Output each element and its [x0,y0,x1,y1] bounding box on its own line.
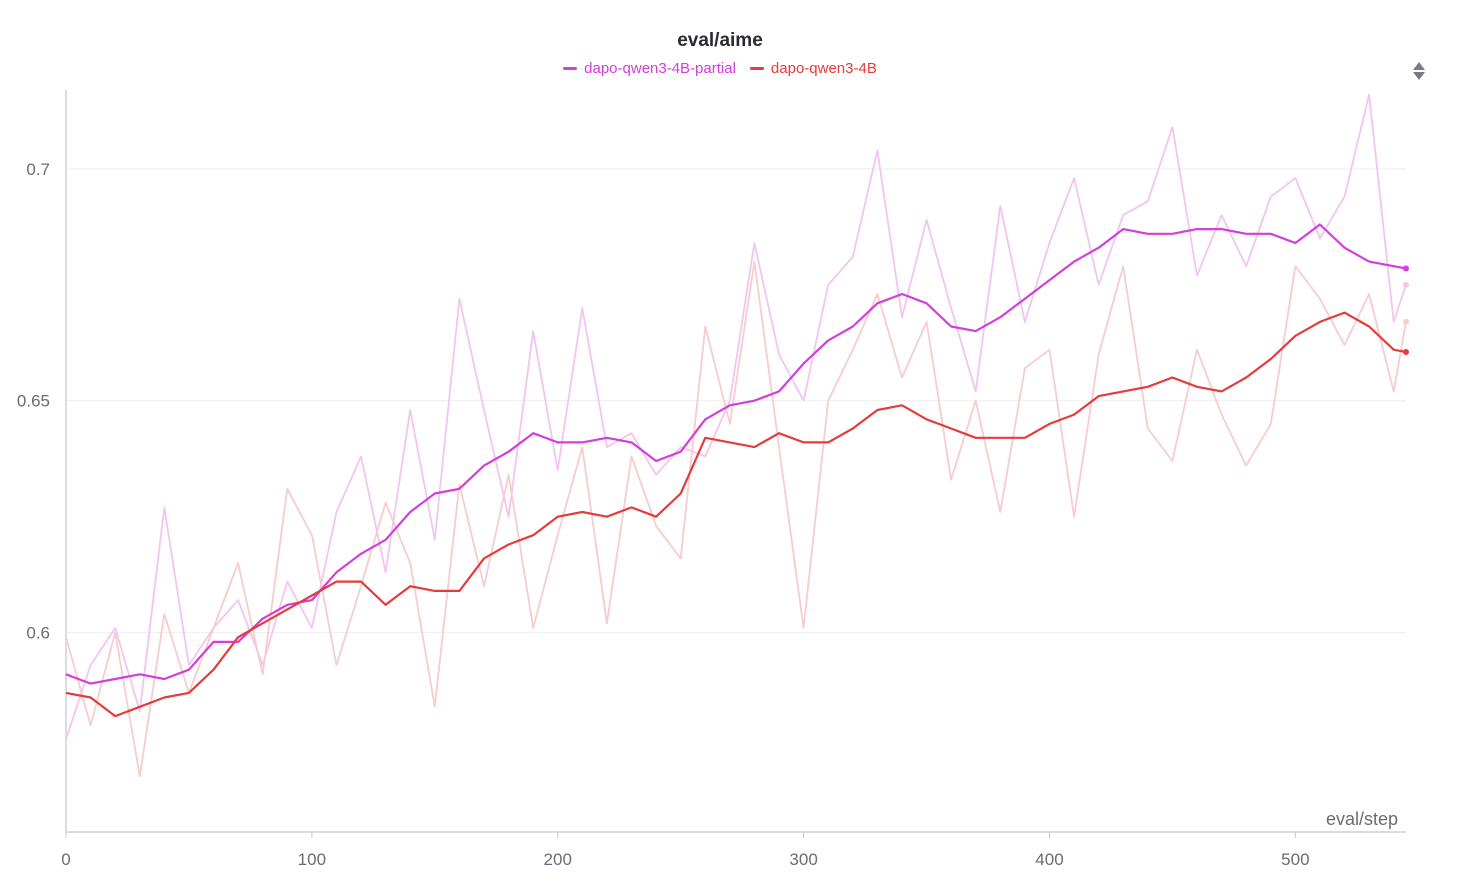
y-tick-label: 0.6 [26,624,50,643]
chart-legend: dapo-qwen3-4B-partial dapo-qwen3-4B [0,60,1440,77]
legend-swatch-partial [563,67,578,70]
end-point-smoothed-partial [1403,265,1409,272]
smoothed-line-partial[interactable] [65,223,1407,685]
x-axis-label: eval/step [1326,809,1398,829]
x-tick-label: 0 [61,850,70,869]
legend-item-baseline[interactable]: dapo-qwen3-4B [749,60,877,77]
y-tick-label: 0.7 [26,160,50,179]
end-point-smoothed-baseline [1403,349,1409,356]
end-point-raw-baseline [1403,318,1409,325]
x-tick-label: 300 [789,850,817,869]
end-point-raw-partial [1403,281,1409,288]
legend-label-partial: dapo-qwen3-4B-partial [584,60,736,77]
raw-line-partial[interactable] [65,93,1407,740]
x-tick-label: 500 [1281,850,1309,869]
x-tick-label: 200 [544,850,572,869]
y-tick-label: 0.65 [17,392,50,411]
chart-title: eval/aime [677,30,763,51]
x-tick-label: 100 [298,850,326,869]
legend-label-baseline: dapo-qwen3-4B [770,60,877,77]
raw-line-baseline[interactable] [65,260,1407,778]
smoothed-line-baseline[interactable] [65,311,1407,718]
legend-swatch-baseline [749,67,764,70]
legend-item-partial[interactable]: dapo-qwen3-4B-partial [563,60,736,77]
sort-toggle-icon[interactable] [1411,60,1427,82]
x-tick-label: 400 [1035,850,1063,869]
